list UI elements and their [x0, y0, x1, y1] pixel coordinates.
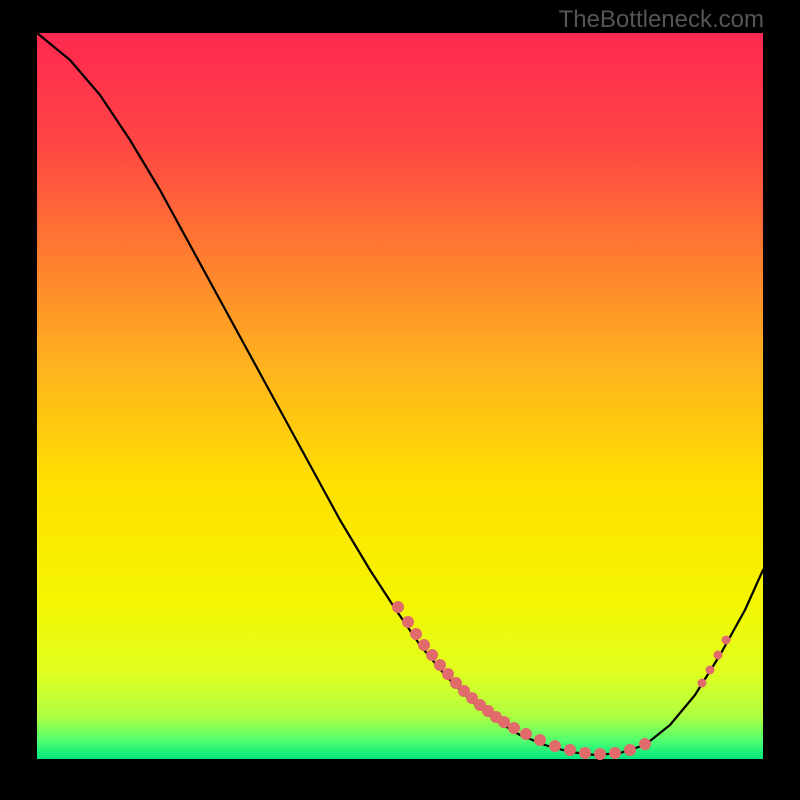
- plot-gradient-background: [37, 33, 763, 759]
- chart-canvas: TheBottleneck.com: [0, 0, 800, 800]
- watermark-text: TheBottleneck.com: [559, 6, 764, 34]
- plot-area: [37, 33, 763, 759]
